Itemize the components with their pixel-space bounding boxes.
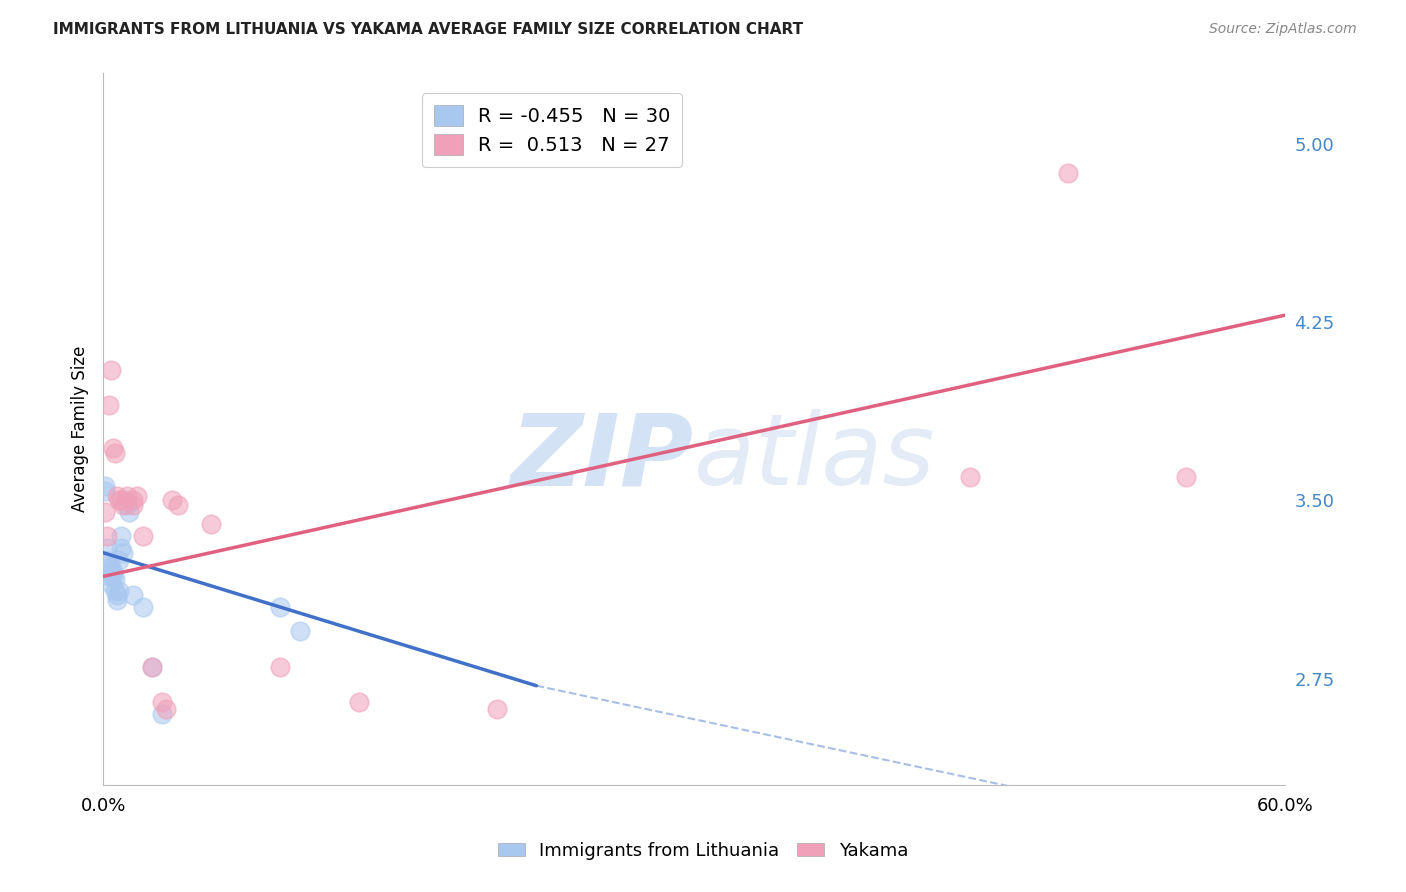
Point xyxy=(101,569,124,583)
Point xyxy=(121,498,143,512)
Point xyxy=(98,565,121,579)
Point xyxy=(101,565,124,579)
Point xyxy=(115,498,138,512)
Point xyxy=(94,479,117,493)
Point xyxy=(98,560,121,574)
Point xyxy=(150,707,173,722)
Point xyxy=(485,702,508,716)
Point xyxy=(115,489,138,503)
Point xyxy=(121,493,143,508)
Point xyxy=(94,505,117,519)
Point xyxy=(98,569,121,583)
Point xyxy=(131,529,153,543)
Point xyxy=(100,560,122,574)
Point xyxy=(288,624,311,638)
Point xyxy=(104,583,127,598)
Point xyxy=(108,583,131,598)
Point xyxy=(155,702,177,716)
Point xyxy=(100,363,122,377)
Text: IMMIGRANTS FROM LITHUANIA VS YAKAMA AVERAGE FAMILY SIZE CORRELATION CHART: IMMIGRANTS FROM LITHUANIA VS YAKAMA AVER… xyxy=(53,22,804,37)
Point xyxy=(105,593,128,607)
Point xyxy=(98,399,121,413)
Point xyxy=(105,589,128,603)
Point xyxy=(94,483,117,498)
Point xyxy=(121,589,143,603)
Point xyxy=(1057,166,1080,180)
Point xyxy=(131,600,153,615)
Point xyxy=(114,493,136,508)
Point xyxy=(108,493,131,508)
Point xyxy=(125,489,148,503)
Point xyxy=(96,553,118,567)
Point xyxy=(111,498,134,512)
Point xyxy=(100,576,122,591)
Point xyxy=(111,546,134,560)
Point xyxy=(1175,469,1198,483)
Legend: Immigrants from Lithuania, Yakama: Immigrants from Lithuania, Yakama xyxy=(491,835,915,867)
Point xyxy=(108,553,131,567)
Point xyxy=(100,565,122,579)
Point xyxy=(141,659,163,673)
Point xyxy=(347,695,370,709)
Point xyxy=(141,659,163,673)
Point xyxy=(150,695,173,709)
Point xyxy=(101,441,124,455)
Text: Source: ZipAtlas.com: Source: ZipAtlas.com xyxy=(1209,22,1357,37)
Point xyxy=(160,493,183,508)
Point xyxy=(104,446,127,460)
Point xyxy=(269,659,291,673)
Point xyxy=(96,541,118,555)
Point xyxy=(104,572,127,586)
Text: atlas: atlas xyxy=(695,409,935,507)
Point xyxy=(959,469,981,483)
Point xyxy=(105,489,128,503)
Point xyxy=(96,529,118,543)
Point xyxy=(167,498,190,512)
Point xyxy=(200,517,222,532)
Point xyxy=(110,541,132,555)
Point xyxy=(118,505,141,519)
Point xyxy=(110,493,132,508)
Text: ZIP: ZIP xyxy=(510,409,695,507)
Y-axis label: Average Family Size: Average Family Size xyxy=(72,346,89,512)
Point xyxy=(269,600,291,615)
Legend: R = -0.455   N = 30, R =  0.513   N = 27: R = -0.455 N = 30, R = 0.513 N = 27 xyxy=(422,94,682,167)
Point xyxy=(110,529,132,543)
